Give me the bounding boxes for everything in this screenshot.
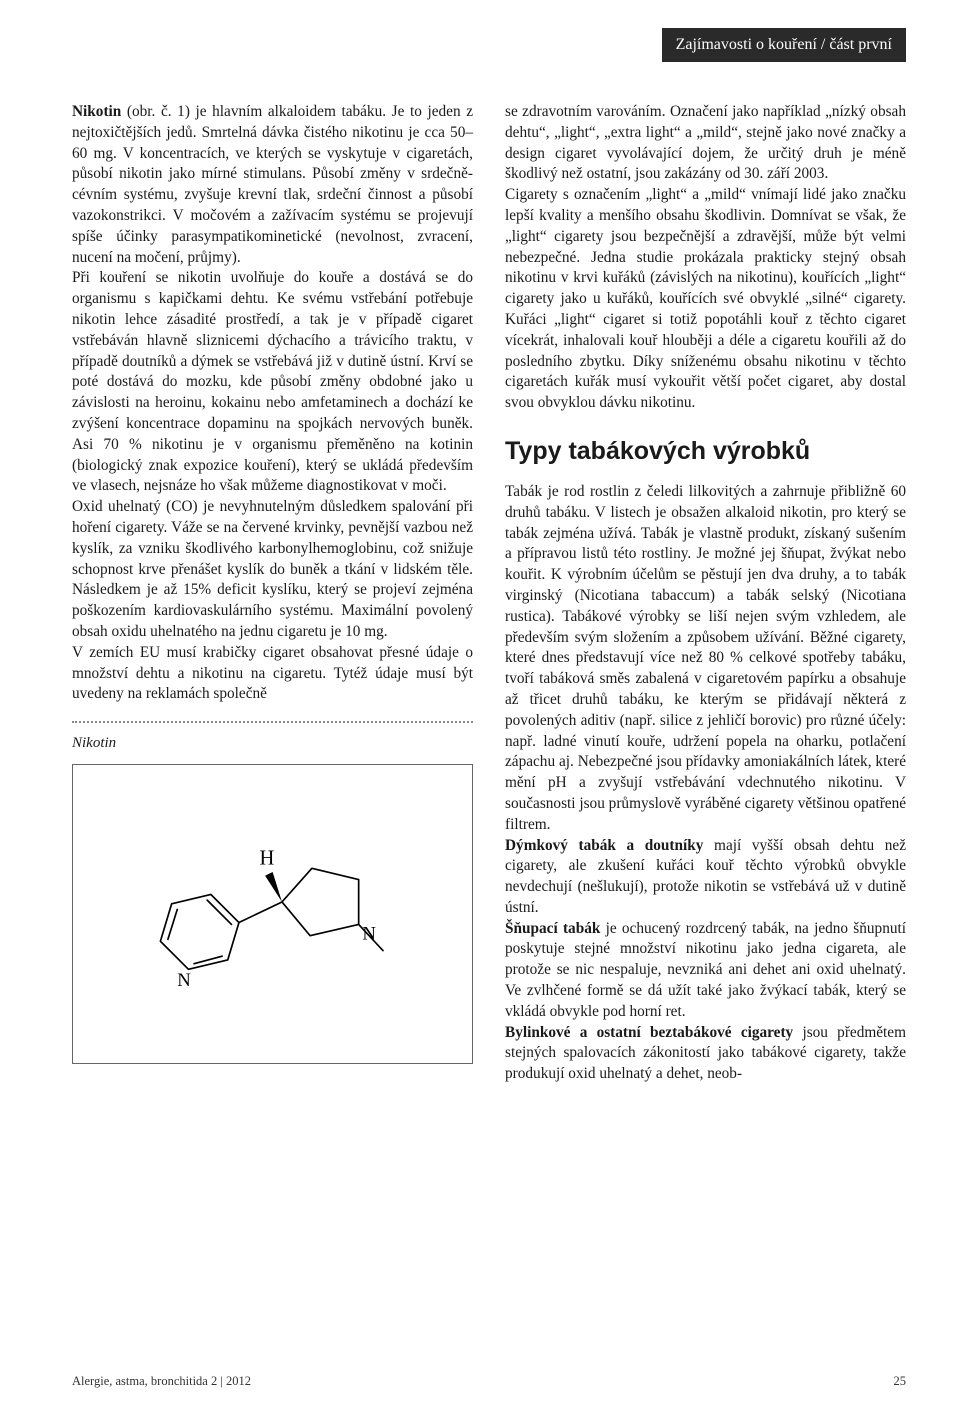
figure-box: H N N bbox=[72, 764, 473, 1064]
dotted-divider bbox=[72, 721, 473, 723]
left-p2: Při kouření se nikotin uvolňuje do kouře… bbox=[72, 268, 473, 497]
left-p1: Nikotin (obr. č. 1) je hlavním alkaloide… bbox=[72, 102, 473, 268]
right-p5: Šňupací tabák je ochucený rozdrcený tabá… bbox=[505, 919, 906, 1023]
left-column: Nikotin (obr. č. 1) je hlavním alkaloide… bbox=[72, 102, 473, 1085]
page: Zajímavosti o kouření / část první Nikot… bbox=[0, 0, 960, 1413]
section-heading: Typy tabákových výrobků bbox=[505, 434, 906, 468]
svg-text:H: H bbox=[259, 848, 274, 870]
lead-bylinkove: Bylinkové a ostatní beztabákové cigarety bbox=[505, 1024, 793, 1041]
svg-text:N: N bbox=[362, 924, 376, 945]
content-columns: Nikotin (obr. č. 1) je hlavním alkaloide… bbox=[72, 28, 906, 1085]
footer-left: Alergie, astma, bronchitida 2 | 2012 bbox=[72, 1374, 251, 1389]
lead-snupaci: Šňupací tabák bbox=[505, 920, 600, 937]
left-p1-rest: (obr. č. 1) je hlavním alkaloidem tabáku… bbox=[72, 103, 473, 266]
header-banner-text: Zajímavosti o kouření / část první bbox=[676, 36, 892, 53]
right-p6: Bylinkové a ostatní beztabákové cigarety… bbox=[505, 1023, 906, 1085]
footer: Alergie, astma, bronchitida 2 | 2012 25 bbox=[72, 1374, 906, 1389]
right-p2: Cigarety s označením „light“ a „mild“ vn… bbox=[505, 185, 906, 414]
right-p3: Tabák je rod rostlin z čeledi lilkovitýc… bbox=[505, 482, 906, 836]
right-p4: Dýmkový tabák a doutníky mají vyšší obsa… bbox=[505, 836, 906, 919]
lead-dymkovy: Dýmkový tabák a doutníky bbox=[505, 837, 703, 854]
nicotine-structure-icon: H N N bbox=[123, 794, 422, 1032]
figure-caption: Nikotin bbox=[72, 733, 473, 753]
right-column: se zdravotním varováním. Označení jako n… bbox=[505, 102, 906, 1085]
header-banner: Zajímavosti o kouření / část první bbox=[662, 28, 906, 62]
footer-right: 25 bbox=[894, 1374, 907, 1389]
right-p1: se zdravotním varováním. Označení jako n… bbox=[505, 102, 906, 185]
svg-text:N: N bbox=[177, 970, 191, 991]
lead-nikotin: Nikotin bbox=[72, 103, 121, 120]
left-p3: Oxid uhelnatý (CO) je nevyhnutelným důsl… bbox=[72, 497, 473, 643]
left-p4: V zemích EU musí krabičky cigaret obsaho… bbox=[72, 643, 473, 705]
